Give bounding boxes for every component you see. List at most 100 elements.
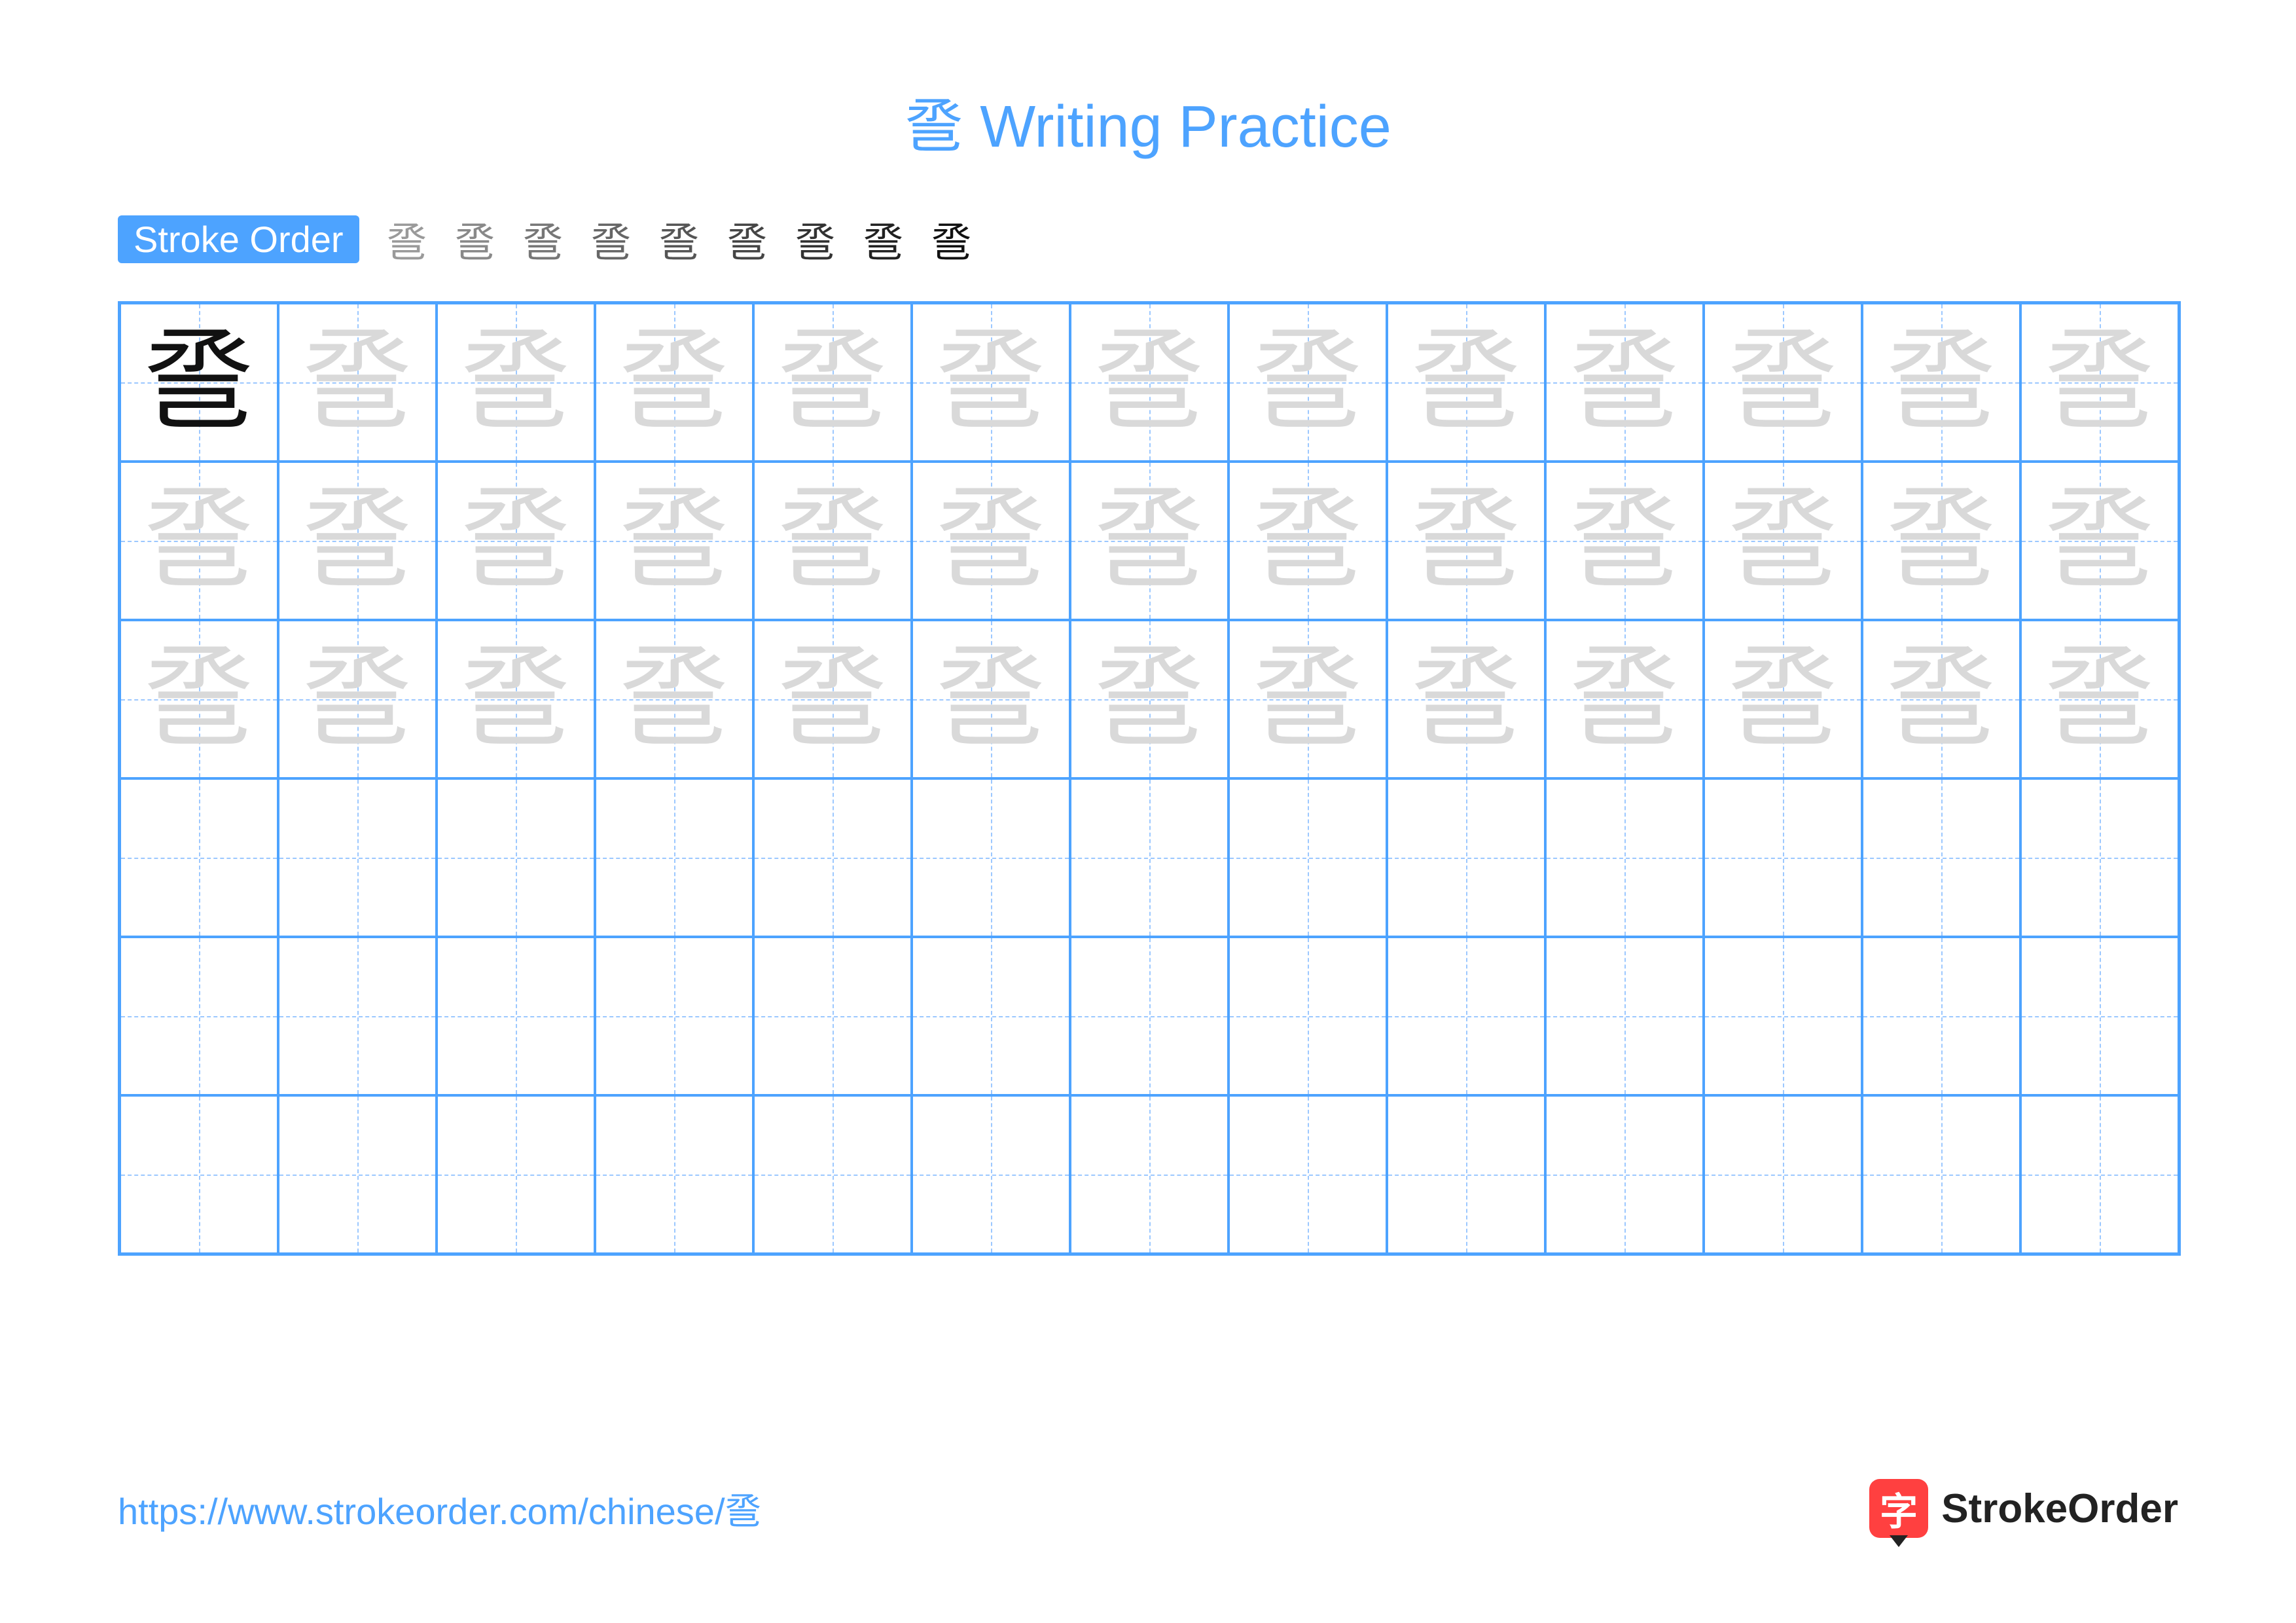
stroke-step: 巹 — [591, 210, 632, 268]
trace-character: 巹 — [1094, 327, 1205, 438]
trace-character: 巹 — [1569, 327, 1680, 438]
grid-cell — [120, 937, 278, 1095]
grid-cell: 巹 — [1704, 462, 1862, 620]
grid-cell — [1229, 778, 1387, 937]
stroke-step: 巹 — [523, 210, 564, 268]
grid-cell — [1545, 1095, 1704, 1254]
grid-cell — [278, 937, 437, 1095]
grid-cell — [437, 778, 595, 937]
trace-character: 巹 — [1094, 644, 1205, 755]
model-character: 巹 — [143, 327, 255, 438]
page-title: 巹 Writing Practice — [118, 79, 2178, 164]
stroke-step: 巹 — [795, 210, 836, 268]
grid-cell: 巹 — [595, 303, 753, 462]
grid-cell: 巹 — [1862, 303, 2020, 462]
grid-cell: 巹 — [1387, 620, 1545, 778]
grid-cell — [912, 1095, 1070, 1254]
trace-character: 巹 — [302, 644, 413, 755]
trace-character: 巹 — [1410, 644, 1522, 755]
grid-cell: 巹 — [437, 620, 595, 778]
grid-cell — [437, 1095, 595, 1254]
trace-character: 巹 — [777, 644, 888, 755]
grid-cell: 巹 — [1229, 462, 1387, 620]
grid-cell — [1704, 778, 1862, 937]
grid-cell — [753, 1095, 912, 1254]
grid-cell: 巹 — [753, 462, 912, 620]
grid-cell — [1070, 937, 1229, 1095]
grid-cell — [1545, 778, 1704, 937]
trace-character: 巹 — [1252, 485, 1363, 596]
grid-cell: 巹 — [1229, 303, 1387, 462]
trace-character: 巹 — [1569, 485, 1680, 596]
trace-character: 巹 — [1886, 485, 1997, 596]
stroke-step: 巹 — [455, 210, 495, 268]
grid-cell: 巹 — [912, 462, 1070, 620]
trace-character: 巹 — [1727, 327, 1839, 438]
trace-character: 巹 — [1410, 327, 1522, 438]
grid-cell: 巹 — [1862, 462, 2020, 620]
trace-character: 巹 — [619, 644, 730, 755]
trace-character: 巹 — [1727, 644, 1839, 755]
grid-cell — [912, 937, 1070, 1095]
grid-cell — [120, 1095, 278, 1254]
grid-cell — [120, 778, 278, 937]
trace-character: 巹 — [777, 485, 888, 596]
grid-cell: 巹 — [278, 462, 437, 620]
grid-cell — [278, 778, 437, 937]
grid-cell — [1704, 937, 1862, 1095]
grid-cell: 巹 — [1070, 462, 1229, 620]
trace-character: 巹 — [619, 327, 730, 438]
grid-cell — [2020, 1095, 2179, 1254]
trace-character: 巹 — [143, 485, 255, 596]
trace-character: 巹 — [143, 644, 255, 755]
grid-cell — [1545, 937, 1704, 1095]
grid-cell — [753, 778, 912, 937]
grid-cell — [1229, 937, 1387, 1095]
trace-character: 巹 — [935, 485, 1047, 596]
trace-character: 巹 — [1094, 485, 1205, 596]
grid-cell: 巹 — [753, 620, 912, 778]
logo-text: StrokeOrder — [1941, 1486, 2178, 1532]
grid-cell: 巹 — [753, 303, 912, 462]
trace-character: 巹 — [302, 327, 413, 438]
grid-cell — [2020, 778, 2179, 937]
grid-cell — [595, 1095, 753, 1254]
trace-character: 巹 — [2044, 644, 2155, 755]
grid-cell: 巹 — [1704, 303, 1862, 462]
trace-character: 巹 — [1252, 327, 1363, 438]
grid-cell: 巹 — [2020, 462, 2179, 620]
grid-cell — [753, 937, 912, 1095]
stroke-step: 巹 — [863, 210, 904, 268]
grid-cell: 巹 — [278, 303, 437, 462]
trace-character: 巹 — [1410, 485, 1522, 596]
trace-character: 巹 — [460, 485, 571, 596]
trace-character: 巹 — [2044, 485, 2155, 596]
grid-cell: 巹 — [1387, 303, 1545, 462]
practice-grid: 巹巹巹巹巹巹巹巹巹巹巹巹巹巹巹巹巹巹巹巹巹巹巹巹巹巹巹巹巹巹巹巹巹巹巹巹巹巹巹 — [118, 301, 2181, 1256]
trace-character: 巹 — [1886, 327, 1997, 438]
trace-character: 巹 — [302, 485, 413, 596]
stroke-steps: 巹巹巹巹巹巹巹巹巹 — [387, 210, 972, 268]
grid-cell — [278, 1095, 437, 1254]
grid-cell: 巹 — [2020, 303, 2179, 462]
grid-cell — [1387, 937, 1545, 1095]
grid-cell — [1070, 1095, 1229, 1254]
grid-cell: 巹 — [120, 462, 278, 620]
grid-cell: 巹 — [1862, 620, 2020, 778]
grid-cell — [1070, 778, 1229, 937]
grid-cell: 巹 — [1545, 462, 1704, 620]
stroke-step: 巹 — [931, 210, 972, 268]
source-url[interactable]: https://www.strokeorder.com/chinese/巹 — [118, 1482, 762, 1535]
logo: 字 StrokeOrder — [1869, 1479, 2178, 1538]
trace-character: 巹 — [1727, 485, 1839, 596]
trace-character: 巹 — [619, 485, 730, 596]
grid-cell: 巹 — [278, 620, 437, 778]
grid-cell — [1704, 1095, 1862, 1254]
stroke-step: 巹 — [659, 210, 700, 268]
stroke-step: 巹 — [387, 210, 427, 268]
logo-badge-icon: 字 — [1869, 1479, 1928, 1538]
grid-cell — [1862, 1095, 2020, 1254]
footer: https://www.strokeorder.com/chinese/巹 字 … — [118, 1479, 2178, 1538]
grid-cell — [1229, 1095, 1387, 1254]
grid-cell — [595, 778, 753, 937]
